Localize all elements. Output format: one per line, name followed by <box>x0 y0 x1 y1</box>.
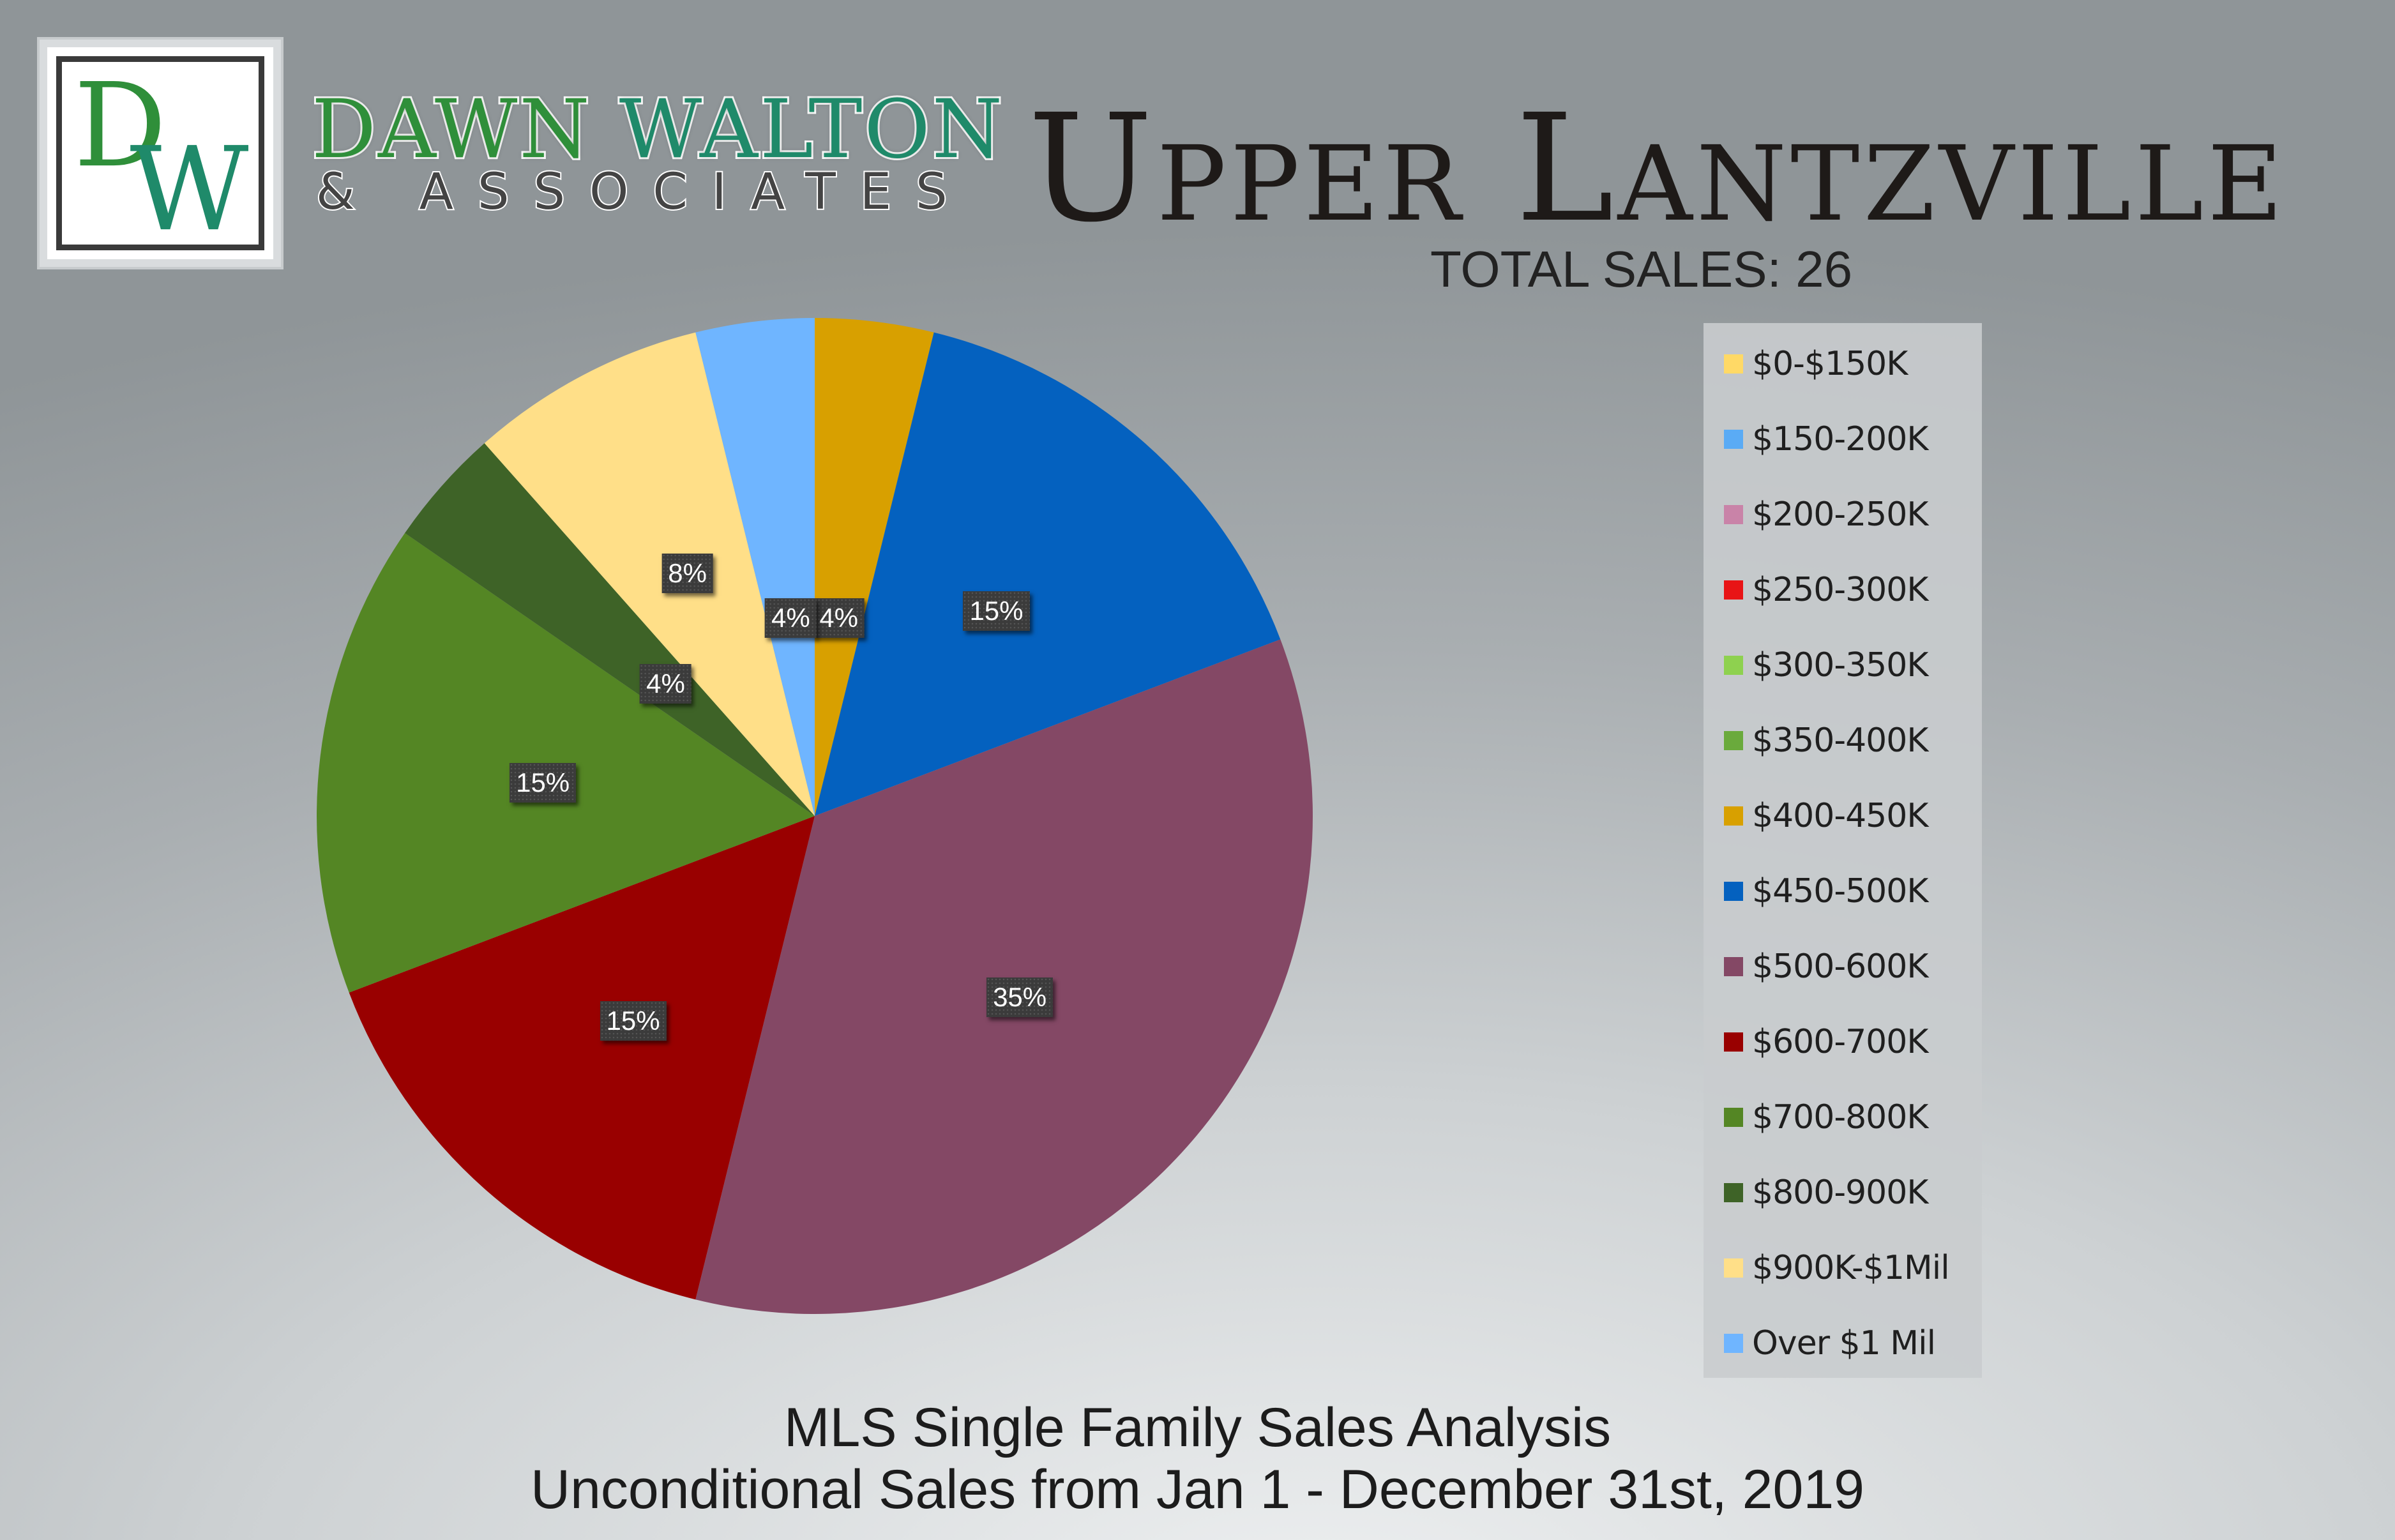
brand-name: DAWN WALTON <box>310 87 1004 172</box>
logo-letter-w: W <box>130 122 248 245</box>
pie-slice-9 <box>349 816 815 1300</box>
legend-label: Over $1 Mil <box>1752 1324 1936 1363</box>
legend-item: $350-400K <box>1724 715 1928 766</box>
pie-data-label-6: 4% <box>813 598 865 638</box>
pie-data-label-10: 15% <box>510 763 577 803</box>
legend-swatch <box>1724 1183 1743 1202</box>
legend-label: $400-450K <box>1752 797 1928 835</box>
brand-subtitle: & ASSOCIATES <box>315 163 972 221</box>
chart-legend: $0-$150K $150-200K $200-250K $250-300K $300-… <box>1704 323 1982 1378</box>
legend-label: $200-250K <box>1752 495 1928 534</box>
pie-slice-13 <box>695 318 815 816</box>
pie-slice-11 <box>405 443 815 816</box>
legend-label: $450-500K <box>1752 872 1928 910</box>
brand-name-part2: WALTON <box>617 82 1004 176</box>
legend-item: $400-450K <box>1724 790 1928 842</box>
legend-label: $250-300K <box>1752 571 1928 609</box>
legend-swatch <box>1724 1108 1743 1127</box>
legend-swatch <box>1724 1258 1743 1278</box>
legend-label: $350-400K <box>1752 721 1928 760</box>
legend-item: $250-300K <box>1724 564 1928 615</box>
pie-slice-12 <box>484 332 815 816</box>
logo-frame: D W <box>56 56 264 250</box>
legend-label: $600-700K <box>1752 1023 1928 1061</box>
pie-slice-10 <box>316 532 815 993</box>
legend-swatch <box>1724 1334 1743 1353</box>
legend-swatch <box>1724 354 1743 374</box>
page-title: Upper Lantzville <box>1028 82 2287 255</box>
legend-label: $900K-$1Mil <box>1752 1249 1950 1287</box>
legend-swatch <box>1724 430 1743 449</box>
legend-item: $800-900K <box>1724 1167 1928 1218</box>
pie-slice-8 <box>695 639 1313 1314</box>
legend-item: $500-600K <box>1724 941 1928 992</box>
legend-swatch <box>1724 656 1743 675</box>
legend-item: $300-350K <box>1724 640 1928 691</box>
legend-label: $700-800K <box>1752 1098 1928 1136</box>
dw-monogram-icon: D W <box>74 62 249 245</box>
logo-letter-d: D <box>74 62 167 193</box>
chart-date-range: Unconditional Sales from Jan 1 - Decembe… <box>531 1459 1864 1520</box>
legend-label: $0-$150K <box>1752 345 1908 383</box>
legend-item: Over $1 Mil <box>1724 1318 1936 1369</box>
legend-swatch <box>1724 505 1743 524</box>
legend-swatch <box>1724 731 1743 750</box>
legend-swatch <box>1724 580 1743 600</box>
legend-swatch <box>1724 1032 1743 1052</box>
pie-data-label-13: 4% <box>765 598 817 638</box>
legend-item: $0-$150K <box>1724 338 1908 389</box>
legend-label: $800-900K <box>1752 1174 1928 1212</box>
total-sales: TOTAL SALES: 26 <box>1430 241 1853 298</box>
pie-data-label-12: 8% <box>661 554 713 594</box>
legend-label: $150-200K <box>1752 420 1928 458</box>
legend-swatch <box>1724 806 1743 826</box>
legend-label: $500-600K <box>1752 947 1928 986</box>
pie-slice-7 <box>815 332 1281 816</box>
legend-item: $600-700K <box>1724 1016 1928 1068</box>
legend-item: $150-200K <box>1724 414 1928 465</box>
legend-swatch <box>1724 957 1743 976</box>
legend-item: $200-250K <box>1724 489 1928 540</box>
pie-slice-6 <box>815 318 934 816</box>
pie-data-label-11: 4% <box>640 664 691 704</box>
legend-item: $700-800K <box>1724 1092 1928 1143</box>
pie-data-label-7: 15% <box>963 591 1030 631</box>
legend-swatch <box>1724 882 1743 901</box>
legend-label: $300-350K <box>1752 646 1928 684</box>
chart-subtitle: MLS Single Family Sales Analysis <box>783 1397 1612 1458</box>
logo: D W <box>40 40 281 267</box>
pie-data-label-8: 35% <box>986 978 1054 1018</box>
legend-item: $450-500K <box>1724 866 1928 917</box>
legend-item: $900K-$1Mil <box>1724 1242 1950 1294</box>
brand-name-part1: DAWN <box>310 82 592 176</box>
pie-data-label-9: 15% <box>600 1001 667 1041</box>
